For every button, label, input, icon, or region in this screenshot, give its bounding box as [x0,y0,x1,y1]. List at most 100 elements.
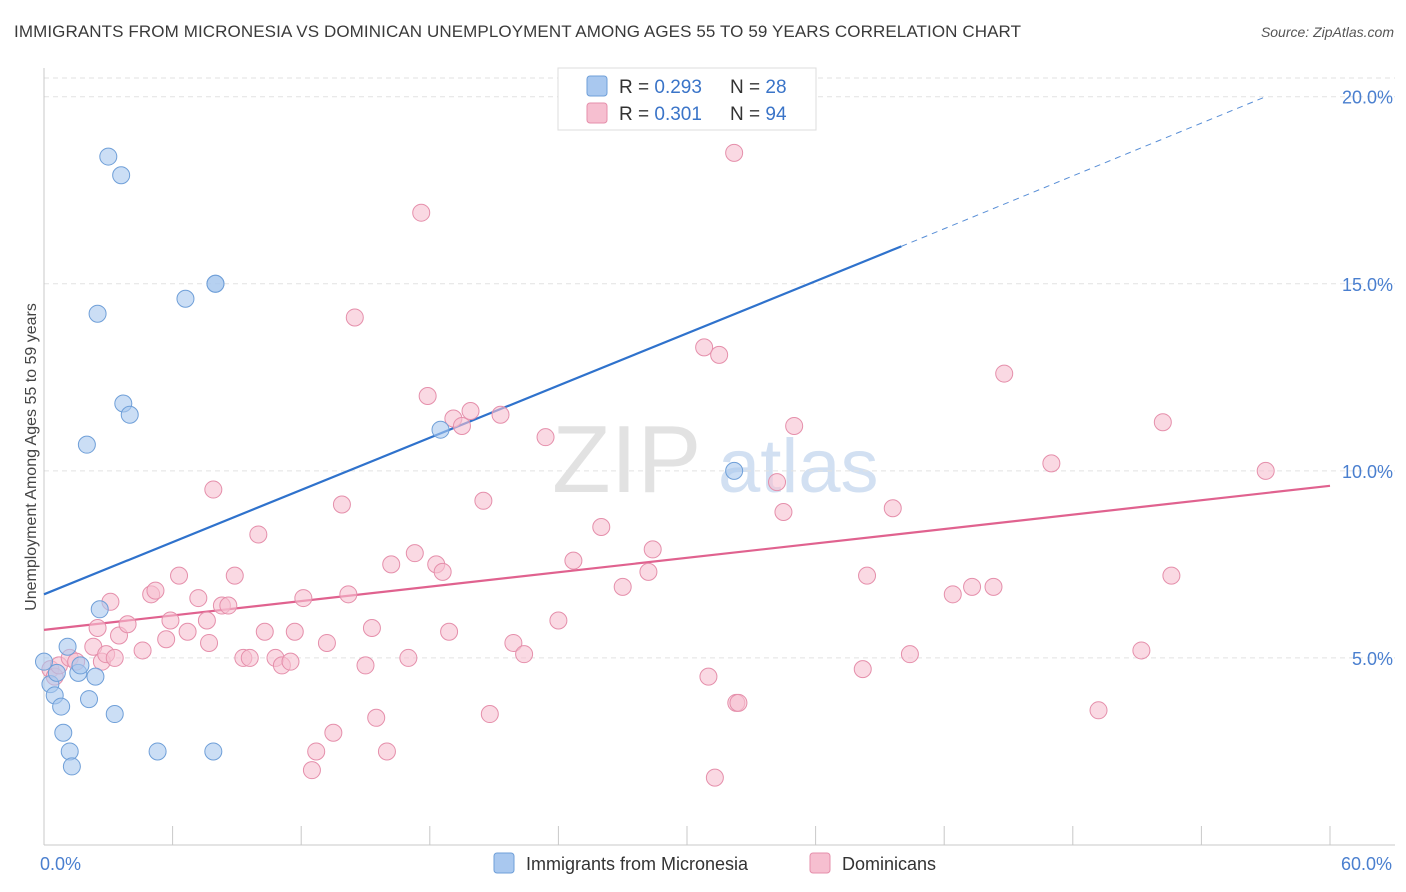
trendline-micronesia [43,245,902,596]
point-dominicans [461,401,480,420]
point-dominicans [382,555,401,574]
point-micronesia [112,166,131,185]
point-dominicans [302,761,321,780]
point-dominicans [695,338,714,357]
point-micronesia [725,461,744,480]
point-micronesia [54,723,73,742]
tick-labels: 5.0% 10.0% 15.0% 20.0% 0.0% 60.0% [40,88,1393,874]
stats-r-label-blue: R = [619,77,654,98]
point-dominicans [774,503,793,522]
watermark-zip: ZIP [552,406,701,513]
point-dominicans [249,525,268,544]
point-dominicans [418,387,437,406]
point-dominicans [853,660,872,679]
point-dominicans [332,495,351,514]
point-dominicans [294,589,313,608]
point-dominicans [118,615,137,634]
point-micronesia [86,667,105,686]
point-dominicans [197,611,216,630]
point-dominicans [858,566,877,585]
svg-text:R = 0.301: R = 0.301 [619,104,702,125]
point-dominicans [536,428,555,447]
point-dominicans [189,589,208,608]
point-dominicans [515,645,534,664]
point-dominicans [178,622,197,641]
legend-label-micronesia: Immigrants from Micronesia [526,854,749,874]
point-dominicans [504,633,523,652]
point-dominicans [146,581,165,600]
point-dominicans [729,693,748,712]
point-dominicans [133,641,152,660]
trendlines [43,96,1331,631]
point-dominicans [317,633,336,652]
trendline-dominicans [43,484,1331,631]
point-dominicans [1132,641,1151,660]
point-micronesia [90,600,109,619]
point-dominicans [88,618,107,637]
point-dominicans [161,611,180,630]
point-micronesia [60,742,79,761]
point-dominicans [1162,566,1181,585]
point-dominicans [157,630,176,649]
stats-legend: R = 0.293 N = 28 R = 0.301 N = 94 [557,67,817,131]
point-micronesia [431,420,450,439]
point-micronesia [58,637,77,656]
point-dominicans [285,622,304,641]
stats-r-value-blue: 0.293 [654,77,702,98]
point-dominicans [105,648,124,667]
series-legend: Immigrants from Micronesia Dominicans [493,852,936,874]
point-dominicans [1153,413,1172,432]
point-dominicans [219,596,238,615]
point-dominicans [900,645,919,664]
stats-n-value-blue: 28 [765,77,786,98]
point-dominicans [170,566,189,585]
point-dominicans [725,143,744,162]
chart-title: IMMIGRANTS FROM MICRONESIA VS DOMINICAN … [14,22,1022,41]
point-dominicans [474,491,493,510]
point-dominicans [339,585,358,604]
point-dominicans [1256,461,1275,480]
point-dominicans [240,648,259,667]
legend-swatch-micronesia [493,852,515,874]
point-dominicans [362,618,381,637]
point-micronesia [120,405,139,424]
x-tick-label: 60.0% [1341,854,1392,874]
point-dominicans [480,705,499,724]
point-dominicans [564,551,583,570]
point-dominicans [643,540,662,559]
svg-text:N = 28: N = 28 [730,77,787,98]
x-tick-label: 0.0% [40,854,81,874]
y-tick-label: 20.0% [1342,88,1393,108]
point-dominicans [433,562,452,581]
point-dominicans [639,562,658,581]
point-micronesia [47,663,66,682]
data-points [35,143,1275,787]
watermark-atlas: atlas [718,424,879,509]
point-dominicans [412,203,431,222]
point-dominicans [405,544,424,563]
point-dominicans [356,656,375,675]
point-micronesia [52,697,71,716]
point-dominicans [943,585,962,604]
stats-n-value-pink: 94 [765,104,787,125]
y-tick-label: 10.0% [1342,462,1393,482]
point-dominicans [491,405,510,424]
point-dominicans [699,667,718,686]
point-micronesia [77,435,96,454]
svg-text:R = 0.293: R = 0.293 [619,77,702,98]
stats-r-label-pink: R = [619,104,654,125]
point-dominicans [307,742,326,761]
stats-legend-swatch-pink [586,102,608,124]
point-micronesia [105,705,124,724]
point-micronesia [206,274,225,293]
point-dominicans [399,648,418,667]
point-dominicans [345,308,364,327]
point-dominicans [613,577,632,596]
point-micronesia [62,757,81,776]
point-dominicans [1089,701,1108,720]
y-axis-label: Unemployment Among Ages 55 to 59 years [23,303,40,611]
point-dominicans [1042,454,1061,473]
point-dominicans [204,480,223,499]
point-dominicans [883,499,902,518]
point-dominicans [324,723,343,742]
